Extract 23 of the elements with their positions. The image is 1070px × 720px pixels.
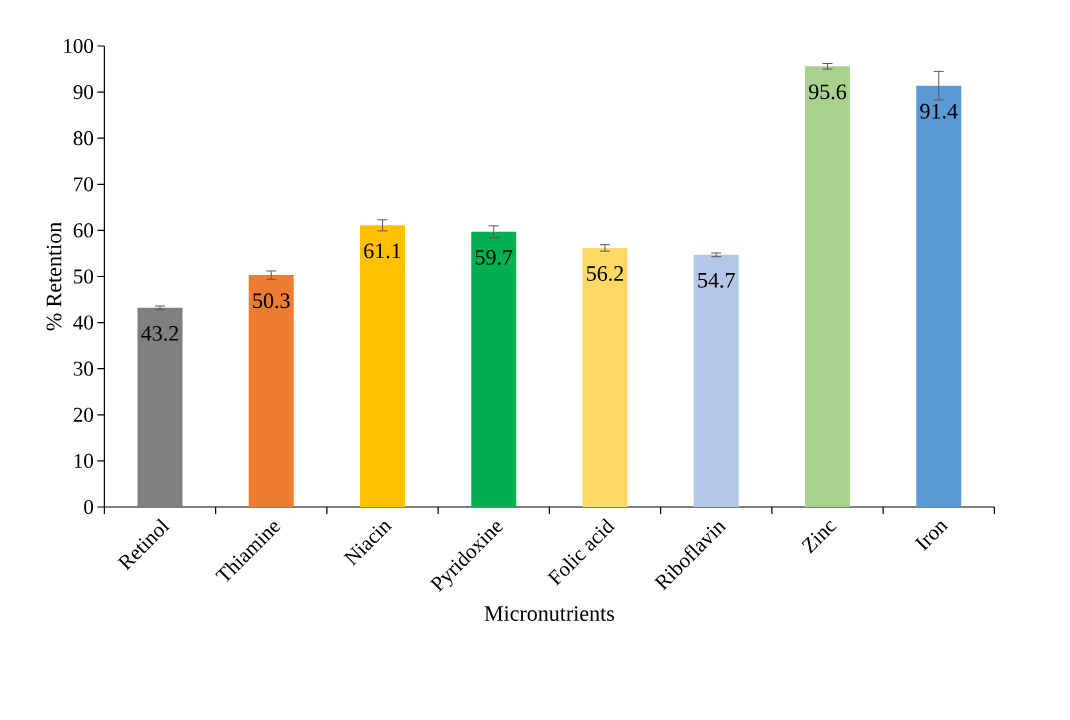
data-label: 91.4	[920, 103, 958, 119]
y-tick-label: 20	[73, 407, 94, 422]
data-label: 43.2	[141, 326, 179, 341]
data-label: 56.2	[587, 266, 624, 281]
y-tick-label: 100	[64, 38, 94, 54]
data-label: 95.6	[808, 84, 847, 100]
data-label: 54.7	[698, 273, 735, 288]
data-label: 59.7	[475, 249, 513, 265]
y-axis-title: % Retention	[46, 222, 62, 331]
y-tick-label: 50	[74, 269, 94, 284]
y-tick-label: 80	[73, 131, 94, 146]
y-tick-label: 10	[74, 453, 94, 468]
x-tick-label: Zinc	[801, 520, 837, 554]
y-tick-label: 60	[73, 223, 94, 238]
data-label: 50.3	[253, 293, 290, 309]
y-tick-label: 40	[73, 315, 94, 330]
x-axis-title: Micronutrients	[484, 606, 614, 621]
data-label: 61.1	[364, 243, 401, 259]
y-tick-label: 30	[73, 361, 94, 376]
y-tick-label: 90	[73, 85, 94, 100]
y-tick-label: 0	[84, 499, 94, 515]
x-tick-label: Iron	[914, 521, 949, 552]
y-tick-label: 70	[74, 177, 94, 192]
